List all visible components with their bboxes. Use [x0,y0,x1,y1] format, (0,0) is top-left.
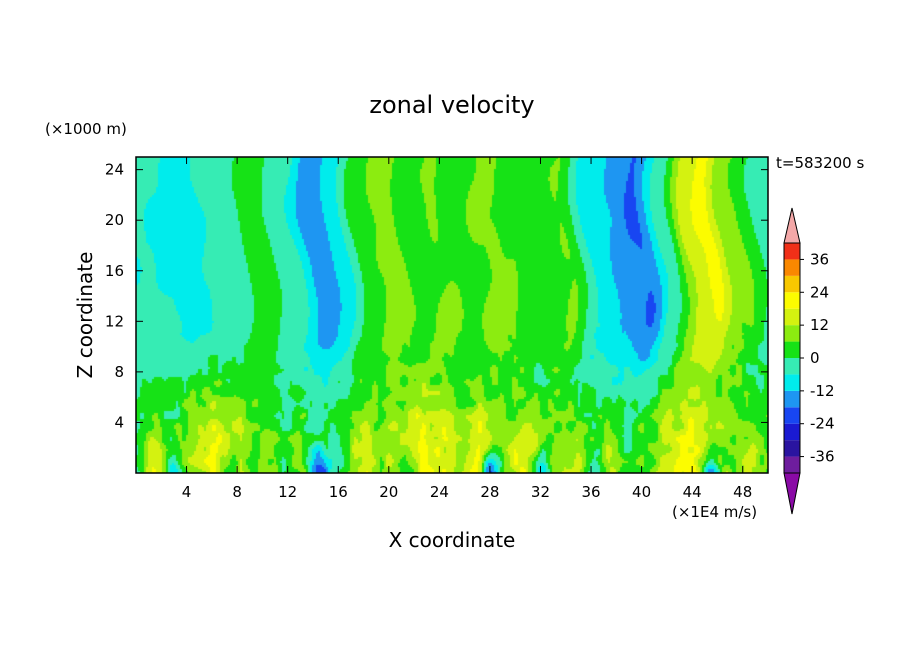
colorbar-levels [783,242,801,474]
colorbar-level [784,423,800,441]
colorbar-tick-label: -12 [810,382,835,400]
colorbar: 36 24 12 0 -12 -24 -36 [783,207,835,515]
colorbar-level [784,374,800,391]
x-tick-label: 44 [683,483,702,501]
x-tick-label: 8 [232,483,242,501]
colorbar-units-label: (×1E4 m/s) [672,503,757,521]
colorbar-tick-label: 12 [810,316,829,334]
colorbar-level [784,358,800,375]
y-tick-label: 8 [114,363,124,381]
colorbar-ticks: 36 24 12 0 -12 -24 -36 [800,250,835,466]
colorbar-level [784,440,800,457]
y-tick-label: 24 [105,161,124,179]
colorbar-tick-label: 0 [810,349,820,367]
x-tick-label: 4 [182,483,192,501]
colorbar-level [784,308,800,326]
colorbar-level [784,456,800,473]
colorbar-over-arrow [783,207,801,244]
y-axis-label: Z coordinate [73,252,97,379]
x-tick-label: 16 [329,483,348,501]
x-axis-label: X coordinate [389,528,516,552]
y-tick-label: 16 [105,262,124,280]
plot-frame [135,156,769,474]
x-tick-label: 32 [531,483,550,501]
colorbar-tick-label: -24 [810,415,835,433]
time-label: t=583200 s [776,154,864,172]
colorbar-level [784,325,800,342]
x-tick-label: 28 [480,483,499,501]
x-tick-label: 48 [733,483,752,501]
colorbar-under-arrow [783,472,801,515]
chart-title: zonal velocity [369,91,534,119]
y-axis-ticks: 4 8 12 16 20 24 [105,161,768,431]
x-tick-label: 36 [581,483,600,501]
colorbar-tick-label: -36 [810,448,835,466]
y-tick-label: 12 [105,312,124,330]
colorbar-tick-label: 24 [810,283,829,301]
y-units-label: (×1000 m) [45,120,127,138]
y-tick-label: 20 [105,211,124,229]
x-tick-label: 40 [632,483,651,501]
velocity-field [136,157,768,473]
colorbar-level [784,390,800,408]
colorbar-level [784,341,800,358]
colorbar-level [784,407,800,424]
x-tick-label: 20 [379,483,398,501]
x-axis-ticks: 4 8 12 16 20 24 28 32 36 40 44 48 [182,157,752,501]
x-tick-label: 12 [278,483,297,501]
y-tick-label: 4 [114,413,124,431]
x-tick-label: 24 [430,483,449,501]
colorbar-level [784,243,800,260]
colorbar-level [784,259,800,276]
colorbar-level [784,275,800,293]
colorbar-tick-label: 36 [810,250,829,268]
colorbar-level [784,292,800,309]
